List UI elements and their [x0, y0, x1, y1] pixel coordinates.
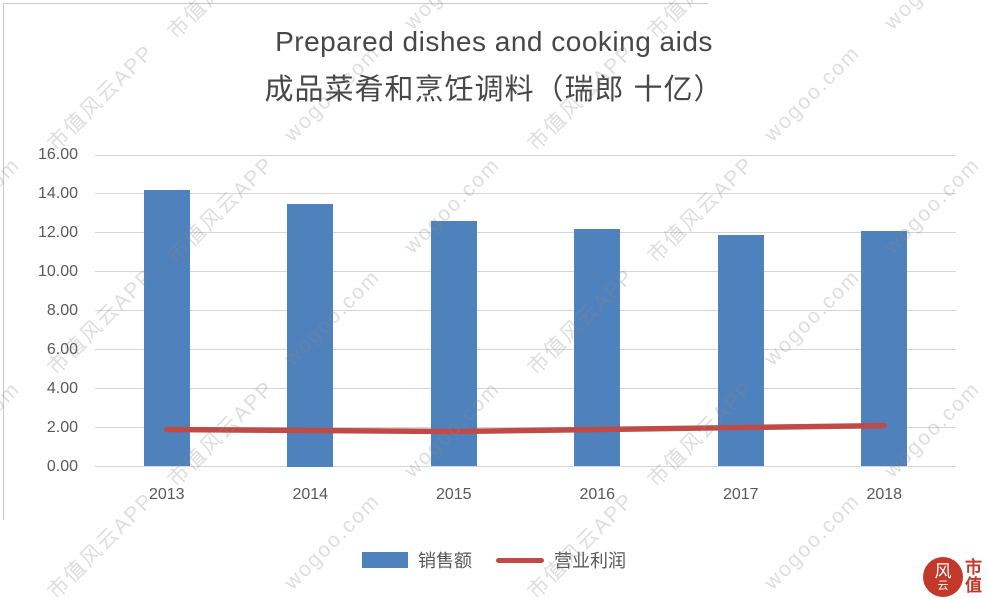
gridline-6.00 — [95, 349, 956, 351]
legend-swatch-sales-bar — [362, 552, 408, 568]
chart-title-english: Prepared dishes and cooking aids — [275, 26, 713, 57]
legend: 销售额 营业利润 — [0, 547, 988, 573]
gridline-12.00 — [95, 232, 956, 234]
logo-side-text: 市 值 — [965, 559, 982, 595]
gridline-14.00 — [95, 193, 956, 195]
logo-char-zhi: 值 — [965, 576, 982, 595]
legend-label-profit: 营业利润 — [554, 551, 626, 571]
logo-char-feng: 风 — [934, 561, 952, 581]
logo-char-shi: 市 — [965, 558, 982, 578]
x-axis-label-2018: 2018 — [866, 486, 903, 503]
chart-title-chinese: 成品菜肴和烹饪调料（瑞郎 十亿） — [264, 74, 724, 106]
logo-char-yun: 云 — [937, 579, 949, 592]
x-axis-label-2015: 2015 — [435, 486, 472, 503]
bar-2015 — [430, 221, 477, 467]
watermark-text: wogoo.com — [759, 265, 865, 371]
y-axis-label: 12.00 — [37, 223, 78, 241]
y-axis-label: 6.00 — [46, 340, 78, 358]
bar-2013 — [143, 190, 190, 467]
y-axis-label: 14.00 — [37, 184, 78, 202]
y-axis-label: 8.00 — [46, 301, 78, 319]
bar-2014 — [287, 203, 334, 467]
x-axis-label-2013: 2013 — [148, 486, 185, 503]
x-axis-label-2016: 2016 — [579, 486, 616, 503]
gridline-4.00 — [95, 388, 956, 390]
gridline-0.00 — [95, 466, 956, 467]
bar-2018 — [861, 230, 908, 467]
gridline-16.00 — [95, 154, 956, 156]
bar-2017 — [717, 234, 764, 467]
watermark-text: wogoo.com — [759, 489, 865, 595]
y-axis-label: 0.00 — [46, 457, 78, 475]
legend-label-sales: 销售额 — [418, 551, 472, 571]
frame-border-top — [3, 3, 708, 4]
watermark-text: wogoo.com — [279, 489, 385, 595]
y-axis-label: 16.00 — [37, 146, 78, 163]
y-axis-label: 4.00 — [46, 379, 78, 397]
y-axis-label: 10.00 — [37, 262, 78, 280]
x-axis-label-2014: 2014 — [292, 486, 329, 503]
legend-swatch-profit-line — [496, 557, 544, 563]
frame-border-left — [3, 3, 4, 520]
bar-2016 — [574, 228, 621, 467]
y-axis-label: 2.00 — [46, 418, 78, 436]
x-axis-label-2017: 2017 — [722, 486, 759, 503]
chart-title: Prepared dishes and cooking aids 成品菜肴和烹饪… — [0, 26, 988, 108]
gridline-8.00 — [95, 310, 956, 312]
wogoo-logo: 风 云 市 值 — [923, 557, 982, 597]
gridline-10.00 — [95, 271, 956, 273]
wogoo-seal-icon: 风 云 — [923, 557, 963, 597]
gridline-2.00 — [95, 427, 956, 429]
